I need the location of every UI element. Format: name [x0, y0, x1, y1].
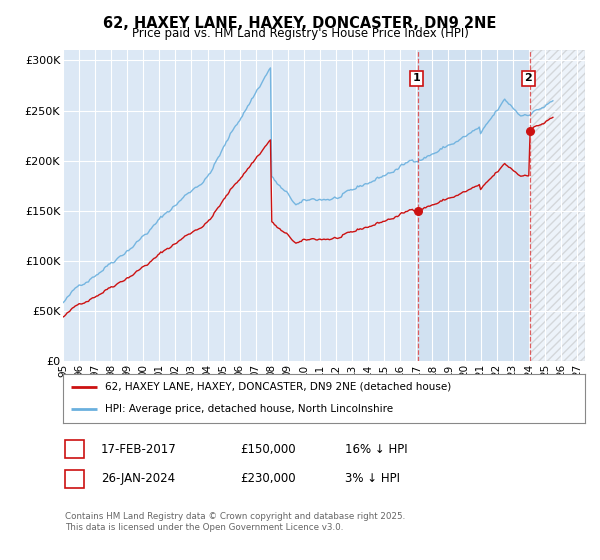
Point: [525, 126, 535, 135]
Text: 62, HAXEY LANE, HAXEY, DONCASTER, DN9 2NE (detached house): 62, HAXEY LANE, HAXEY, DONCASTER, DN9 2N…: [105, 382, 451, 392]
Text: Price paid vs. HM Land Registry's House Price Index (HPI): Price paid vs. HM Land Registry's House …: [131, 27, 469, 40]
Text: 62, HAXEY LANE, HAXEY, DONCASTER, DN9 2NE: 62, HAXEY LANE, HAXEY, DONCASTER, DN9 2N…: [103, 16, 497, 31]
Text: 26-JAN-2024: 26-JAN-2024: [101, 472, 175, 486]
Text: 17-FEB-2017: 17-FEB-2017: [101, 442, 176, 456]
Text: 2: 2: [524, 73, 532, 83]
Text: Contains HM Land Registry data © Crown copyright and database right 2025.
This d: Contains HM Land Registry data © Crown c…: [65, 512, 405, 532]
Text: HPI: Average price, detached house, North Lincolnshire: HPI: Average price, detached house, Nort…: [105, 404, 393, 414]
Bar: [418, 50, 530, 361]
Point: [413, 206, 423, 215]
Text: £150,000: £150,000: [240, 442, 296, 456]
Text: £230,000: £230,000: [240, 472, 296, 486]
Text: 1: 1: [70, 442, 79, 456]
Text: 3% ↓ HPI: 3% ↓ HPI: [345, 472, 400, 486]
Text: 2: 2: [70, 472, 79, 486]
Bar: [530, 50, 585, 361]
Text: 1: 1: [413, 73, 421, 83]
Text: 16% ↓ HPI: 16% ↓ HPI: [345, 442, 407, 456]
